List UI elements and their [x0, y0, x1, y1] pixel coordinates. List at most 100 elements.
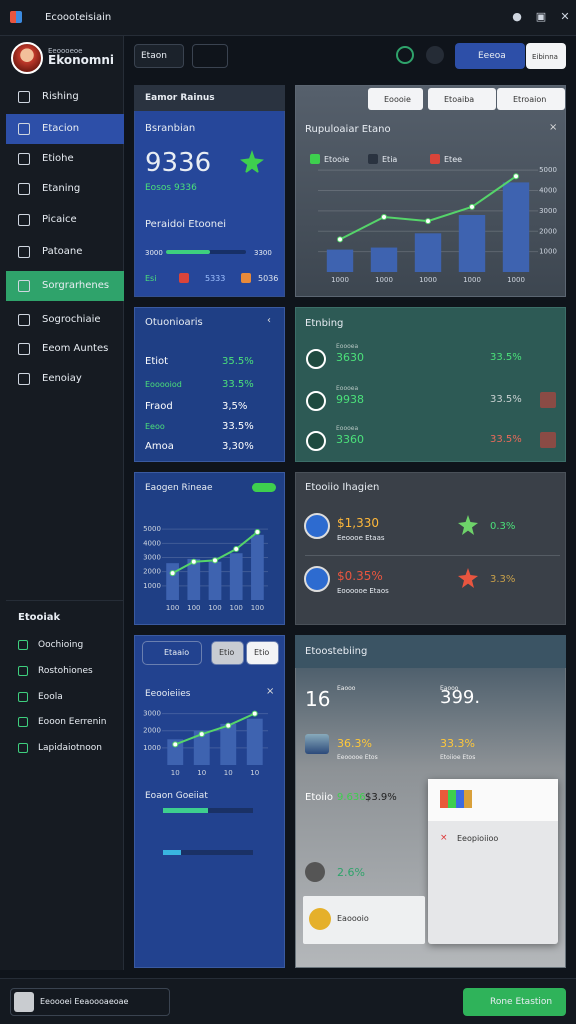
menu-icon — [18, 246, 30, 258]
filter-button[interactable] — [497, 88, 565, 110]
toolbar-icon[interactable] — [396, 46, 414, 64]
row-caption: Eoooea — [336, 425, 359, 432]
footer-button-label[interactable]: Rone Etastion — [490, 997, 553, 1007]
filter-label[interactable]: Etoaiba — [444, 95, 475, 104]
window-button[interactable]: ● — [512, 10, 522, 23]
filter-label[interactable]: Eoooie — [384, 95, 411, 104]
legend-label: Etee — [444, 155, 463, 164]
sidebar-divider — [6, 600, 124, 601]
row-value: 33.5% — [222, 421, 254, 432]
progress-track — [163, 808, 253, 813]
popup-icon — [440, 790, 448, 808]
row-change: 33.5% — [490, 394, 522, 405]
menu-item[interactable]: Sorgrarhenes — [42, 280, 110, 291]
primary-button-label[interactable]: Eeeoa — [478, 51, 506, 61]
menu-item[interactable]: Etaning — [42, 183, 81, 194]
tab-label[interactable]: Etio — [254, 648, 270, 657]
secondary-button[interactable] — [526, 43, 566, 69]
menu-icon — [18, 743, 28, 753]
tab-label[interactable]: Etio — [219, 648, 235, 657]
footer-profile-name[interactable]: Eeoooei Eeaoooaeoae — [40, 997, 129, 1006]
row-caption: Eoooea — [336, 385, 359, 392]
active-item — [6, 271, 124, 301]
row-icon — [306, 391, 326, 411]
row-name: Eeoo — [145, 422, 165, 431]
menu-item[interactable]: Etacion — [42, 123, 80, 134]
stat-caption: Eeooooe Etos — [337, 754, 378, 761]
menu-item[interactable]: Patoane — [42, 246, 83, 257]
menu-item[interactable]: Rostohiones — [38, 666, 93, 676]
row-change: 33.5% — [490, 434, 522, 445]
profile-name: Ekonomni — [48, 53, 115, 67]
close-button[interactable]: × — [549, 122, 558, 133]
filter-button[interactable] — [428, 88, 496, 110]
row-text: 9.636 — [337, 792, 366, 803]
card-title: Etooiio Ihagien — [305, 482, 380, 493]
row-text: $3.9% — [365, 792, 397, 803]
card — [134, 472, 285, 625]
card — [134, 307, 285, 462]
menu-item[interactable]: Sogrochiaie — [42, 314, 101, 325]
progress-bar — [163, 808, 208, 813]
stat-caption: Eaooo — [440, 685, 459, 692]
toolbar-icon[interactable] — [426, 46, 444, 64]
card-title: Eaogen Rineae — [145, 483, 213, 493]
row-action[interactable] — [540, 350, 556, 366]
close-button[interactable]: × — [266, 686, 275, 697]
tab[interactable] — [211, 641, 244, 665]
sidebar — [0, 36, 124, 970]
primary-button[interactable] — [455, 43, 525, 69]
legend-label: Etooie — [324, 155, 350, 164]
row-value: 9938 — [336, 393, 364, 406]
toolbar-icon[interactable] — [192, 44, 228, 68]
secondary-button-label[interactable]: Eibinna — [532, 53, 558, 61]
stat-value: 399. — [440, 687, 481, 708]
subtitle: Eosos 9336 — [145, 183, 197, 193]
close-button[interactable]: ‹ — [267, 315, 271, 326]
filter-label[interactable]: Etroaion — [513, 95, 547, 104]
row-icon — [304, 566, 330, 592]
card-header — [295, 635, 566, 668]
row-icon — [304, 513, 330, 539]
menu-icon — [18, 214, 30, 226]
progress-bar — [166, 250, 210, 254]
dropdown-label[interactable]: Etaon — [141, 51, 167, 61]
menu-item[interactable]: Eoola — [38, 692, 63, 702]
stat-icon — [241, 273, 251, 283]
menu-item[interactable]: Oochioing — [38, 640, 84, 650]
window-button[interactable]: ✕ — [560, 10, 570, 23]
menu-item[interactable]: Eooon Eerrenin — [38, 717, 107, 727]
row-value: 35.5% — [222, 356, 254, 367]
menu-item[interactable]: Lapidaiotnoon — [38, 743, 102, 753]
card — [134, 85, 285, 297]
card — [295, 85, 566, 297]
popup-icon: × — [440, 833, 448, 843]
tab[interactable] — [246, 641, 279, 665]
legend-icon — [368, 154, 378, 164]
menu-item[interactable]: Eenoiay — [42, 373, 82, 384]
legend-icon — [310, 154, 320, 164]
menu-icon — [18, 373, 30, 385]
menu-icon — [18, 343, 30, 355]
footer-profile[interactable] — [10, 988, 170, 1016]
row-name: Fraod — [145, 401, 173, 412]
tab-label[interactable]: Etaaio — [164, 648, 190, 657]
dropdown[interactable] — [134, 44, 184, 68]
tab[interactable] — [142, 641, 202, 665]
filter-button[interactable] — [368, 88, 423, 110]
row-action[interactable] — [540, 392, 556, 408]
legend-label: Etia — [382, 155, 398, 164]
stat-value: 33.3% — [440, 737, 475, 750]
card — [295, 307, 566, 462]
footer-button[interactable] — [463, 988, 566, 1016]
menu-item[interactable]: Rishing — [42, 91, 79, 102]
row-value: 3,30% — [222, 441, 254, 452]
row-action[interactable] — [540, 432, 556, 448]
window-button[interactable]: ▣ — [535, 10, 547, 23]
menu-item[interactable]: Etiohe — [42, 153, 74, 164]
menu-item[interactable]: Picaice — [42, 214, 77, 225]
menu-item[interactable]: Eeom Auntes — [42, 343, 109, 354]
popup-item[interactable]: Eeopioiioo — [457, 834, 499, 843]
stat: 5036 — [258, 274, 279, 283]
